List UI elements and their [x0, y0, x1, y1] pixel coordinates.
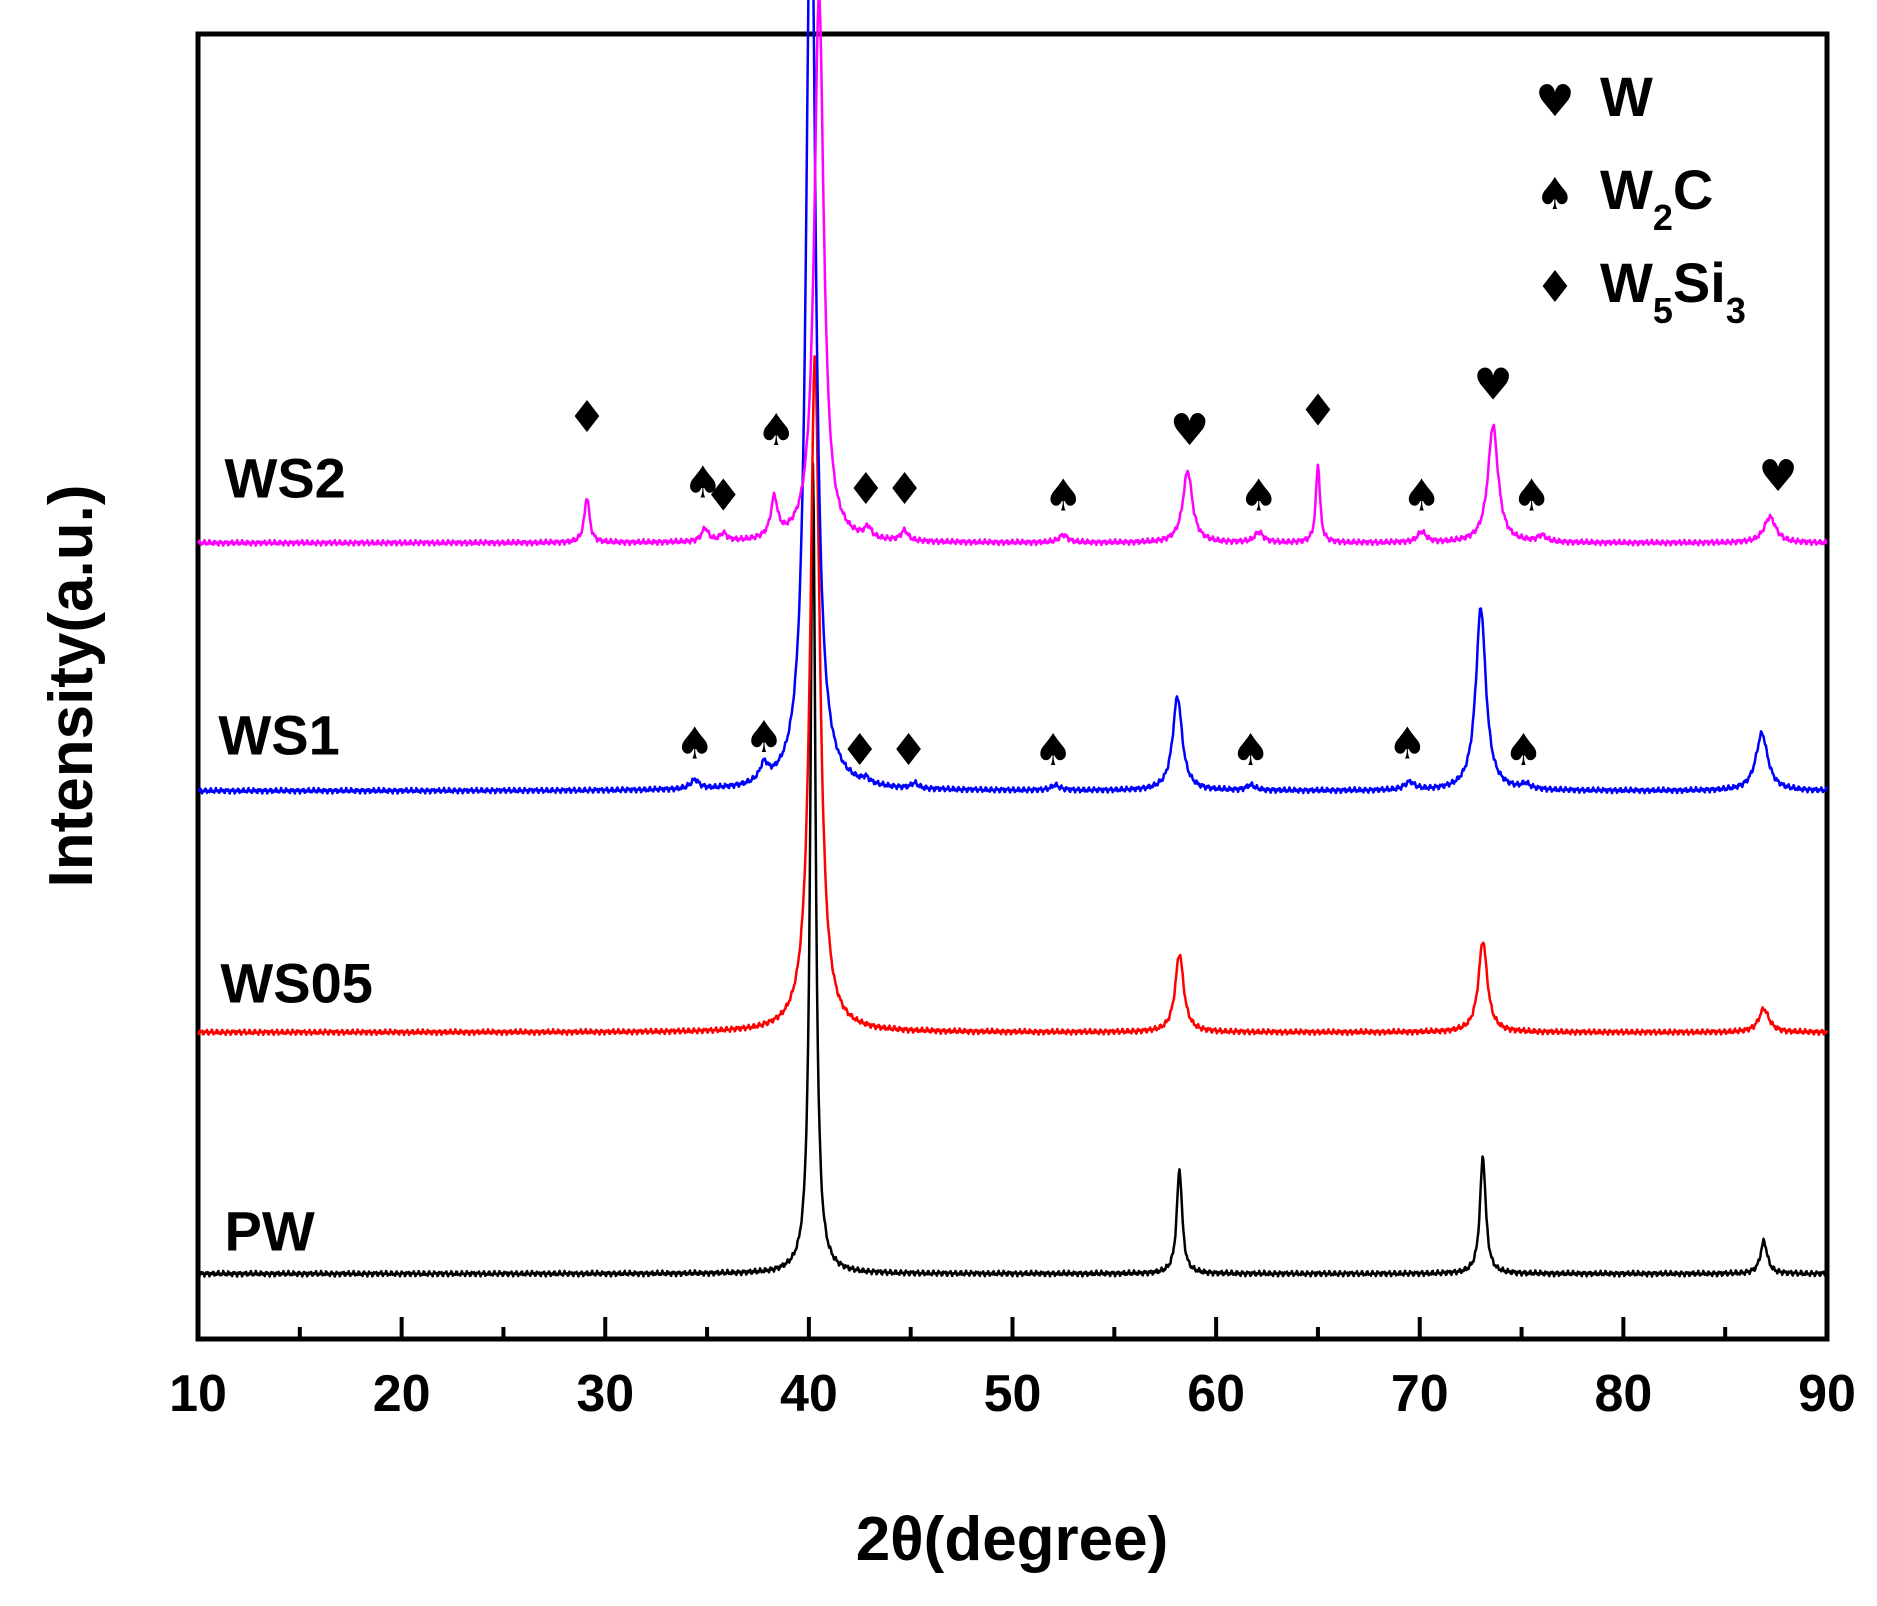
phase-marker: ♠: [757, 405, 796, 456]
x-tick-label: 70: [1391, 1365, 1449, 1423]
legend-entry: W2C: [1600, 158, 1713, 238]
phase-marker: ♠: [1044, 470, 1083, 521]
phase-marker: ♦: [889, 725, 928, 776]
x-axis-label: 2θ(degree): [856, 1505, 1169, 1574]
phase-marker: ♠: [683, 457, 722, 508]
series-line-ws2: [196, 0, 1828, 547]
x-axis-ticks: [196, 1317, 1829, 1339]
phase-marker: ♦: [846, 464, 885, 515]
legend: ♥ W ♠ W2C ♦ W5Si3: [1535, 65, 1746, 331]
legend-symbol: ♥: [1535, 76, 1574, 127]
legend-entry: W: [1600, 65, 1653, 128]
phase-marker: ♠: [1512, 470, 1551, 521]
plot-frame: [195, 31, 1830, 1342]
phase-marker: ♦: [704, 470, 743, 521]
x-tick-label: 30: [576, 1365, 634, 1423]
x-tick-label: 50: [984, 1365, 1042, 1423]
phase-marker: ♥: [1473, 359, 1512, 410]
phase-marker: ♠: [1239, 470, 1278, 521]
phase-marker: ♦: [840, 725, 879, 776]
series-group: [196, 0, 1829, 1278]
phase-marker: ♠: [744, 712, 783, 763]
phase-marker: ♠: [1033, 725, 1072, 776]
phase-marker: ♠: [1402, 470, 1441, 521]
y-axis-label: Intensity(a.u.): [37, 484, 106, 887]
phase-marker: ♦: [567, 392, 606, 443]
x-tick-label: 60: [1187, 1365, 1245, 1423]
legend-entry: W5Si3: [1600, 251, 1746, 331]
sample-label-ws2: WS2: [224, 446, 345, 509]
x-tick-label: 80: [1594, 1365, 1652, 1423]
series-line-ws1: [197, 0, 1829, 795]
phase-marker: ♠: [1231, 725, 1270, 776]
legend-symbol: ♦: [1535, 262, 1574, 313]
phase-marker: ♠: [1504, 725, 1543, 776]
phase-marker: ♥: [1170, 405, 1209, 456]
phase-markers: ♦♠♦♠♦♦♠♥♠♦♠♥♠♥♠♠♦♦♠♠♠♠♥: [567, 0, 1798, 776]
phase-marker: ♥: [1758, 451, 1797, 502]
sample-label-pw: PW: [224, 1199, 314, 1262]
phase-marker: ♠: [1388, 718, 1427, 769]
x-tick-label: 20: [373, 1365, 431, 1423]
phase-marker: ♦: [1298, 386, 1337, 437]
phase-marker: ♥: [789, 0, 828, 6]
x-tick-label: 10: [169, 1365, 227, 1423]
x-axis-tick-labels: 10 20 30 40 50 60 70 80 90: [169, 1365, 1856, 1423]
sample-label-ws1: WS1: [218, 703, 339, 766]
sample-label-ws05: WS05: [220, 951, 373, 1014]
legend-symbol: ♠: [1535, 169, 1574, 220]
series-line-ws05: [196, 355, 1829, 1037]
sample-labels: WS2 WS1 WS05 PW: [218, 446, 373, 1262]
phase-marker: ♦: [885, 464, 924, 515]
series-line-pw: [196, 462, 1828, 1278]
phase-marker: ♠: [675, 718, 714, 769]
x-tick-label: 40: [780, 1365, 838, 1423]
x-tick-label: 90: [1798, 1365, 1856, 1423]
